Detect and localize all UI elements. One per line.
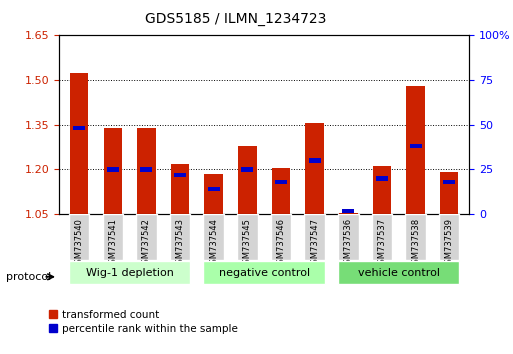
Bar (104, 128, 122, 214)
Text: negative control: negative control (219, 268, 310, 278)
Bar (208, 187, 220, 191)
Bar (443, 180, 455, 184)
Bar (406, 86, 425, 214)
Bar (271, 214, 291, 260)
Text: GSM737540: GSM737540 (75, 218, 84, 269)
Text: GSM737541: GSM737541 (108, 218, 117, 269)
Text: Wig-1 depletion: Wig-1 depletion (86, 268, 173, 278)
Bar (405, 214, 426, 260)
Bar (204, 214, 224, 260)
Text: GSM737539: GSM737539 (445, 218, 453, 269)
Bar (237, 214, 258, 260)
Text: GDS5185 / ILMN_1234723: GDS5185 / ILMN_1234723 (145, 12, 327, 27)
Bar (107, 167, 119, 172)
Bar (70, 73, 88, 214)
Bar (73, 126, 85, 130)
Bar (205, 174, 223, 214)
Text: GSM737537: GSM737537 (378, 218, 386, 269)
Bar (339, 213, 358, 214)
Bar (272, 168, 290, 214)
Text: GSM737536: GSM737536 (344, 218, 353, 269)
Bar (137, 128, 156, 214)
Text: GSM737538: GSM737538 (411, 218, 420, 269)
Bar (170, 214, 190, 260)
Bar (141, 167, 152, 172)
Bar (409, 144, 422, 148)
Bar (305, 123, 324, 214)
Text: GSM737545: GSM737545 (243, 218, 252, 269)
Text: GSM737542: GSM737542 (142, 218, 151, 269)
Text: GSM737544: GSM737544 (209, 218, 218, 269)
Bar (338, 261, 460, 284)
Bar (338, 214, 359, 260)
Bar (103, 214, 123, 260)
Bar (304, 214, 325, 260)
Bar (174, 173, 186, 177)
Text: GSM737547: GSM737547 (310, 218, 319, 269)
Text: protocol: protocol (6, 272, 51, 282)
Bar (440, 172, 459, 214)
Bar (204, 261, 325, 284)
Bar (309, 159, 321, 162)
Bar (171, 164, 189, 214)
Legend: transformed count, percentile rank within the sample: transformed count, percentile rank withi… (49, 310, 238, 334)
Bar (376, 176, 388, 181)
Bar (69, 214, 89, 260)
Bar (275, 180, 287, 184)
Bar (241, 167, 253, 172)
Text: GSM737543: GSM737543 (175, 218, 185, 269)
Bar (136, 214, 156, 260)
Bar (342, 209, 354, 213)
Bar (439, 214, 460, 260)
Bar (69, 261, 190, 284)
Bar (372, 166, 391, 214)
Text: vehicle control: vehicle control (358, 268, 440, 278)
Bar (372, 214, 392, 260)
Bar (238, 145, 256, 214)
Text: GSM737546: GSM737546 (277, 218, 286, 269)
